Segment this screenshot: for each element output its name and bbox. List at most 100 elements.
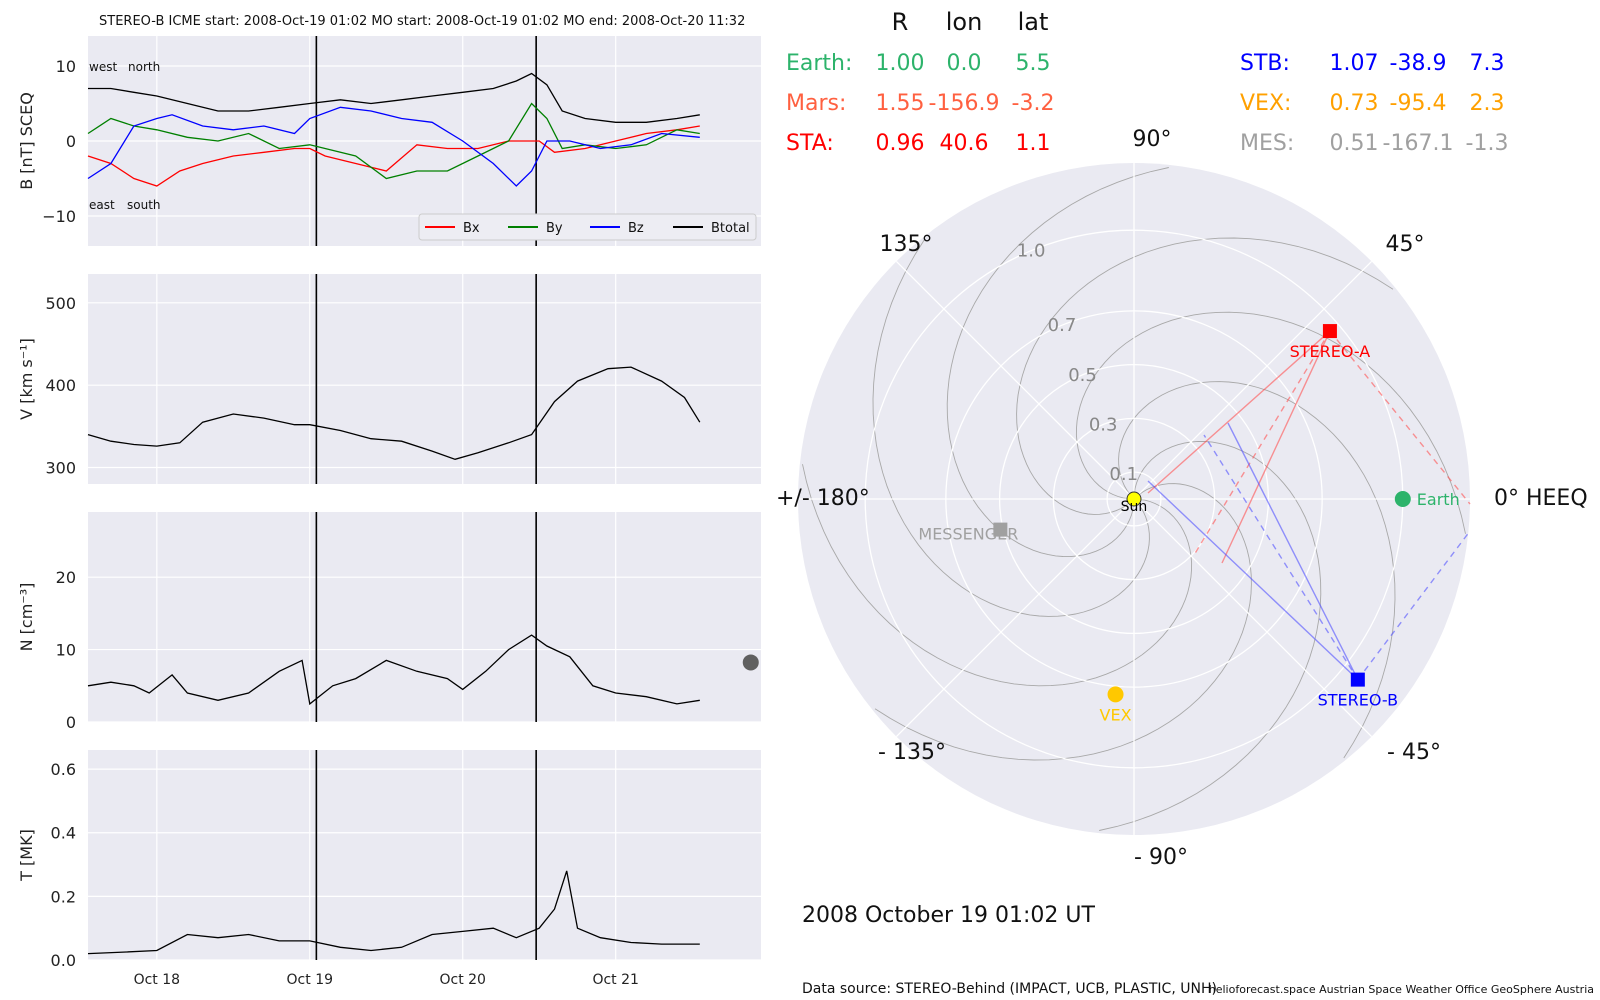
y-tick-label: 0 <box>66 132 76 151</box>
legend-box <box>418 213 757 241</box>
series-line-bz <box>87 106 700 187</box>
table-cell-name: VEX: <box>1240 91 1291 116</box>
angular-gridline <box>895 498 1135 738</box>
sun-marker <box>1126 491 1142 507</box>
earth-label: Earth <box>1417 490 1460 509</box>
stereo-b-fov-line <box>1357 530 1471 681</box>
position-table: R lon lat Earth: 1.00 0.0 5.5 Mars: 1.55 -156.… <box>786 8 1508 156</box>
stereo-b-fov-line <box>1203 434 1359 680</box>
y-tick-label: 500 <box>45 294 76 313</box>
legend-label-bz: Bz <box>628 221 644 236</box>
table-cell-name: Mars: <box>786 91 846 116</box>
mars-marker <box>742 654 759 671</box>
parker-spiral <box>1075 311 1466 534</box>
radial-tick-label: 0.5 <box>1068 365 1097 386</box>
x-tick-label: Oct 21 <box>592 972 638 988</box>
angular-gridline <box>1133 260 1373 500</box>
angle-label-135: 135° <box>880 232 933 257</box>
angle-label-180: +/- 180° <box>776 486 870 511</box>
table-cell-lon: 40.6 <box>940 131 989 156</box>
x-tick-label: Oct 19 <box>287 972 333 988</box>
parker-spiral <box>1099 440 1322 831</box>
y-tick-label: 10 <box>56 57 76 76</box>
legend-label-btotal: Btotal <box>711 221 750 236</box>
angle-label-0: 0° HEEQ <box>1494 486 1588 511</box>
parker-spiral <box>802 464 1193 687</box>
table-cell-r: 0.73 <box>1330 91 1379 116</box>
radial-tick-label: 0.7 <box>1048 315 1077 336</box>
y-axis-label: B [nT] SCEQ <box>17 92 36 190</box>
header-r: R <box>892 8 909 36</box>
table-cell-lat: 2.3 <box>1470 91 1505 116</box>
stereo-a-fov-line <box>1221 330 1331 564</box>
table-cell-lon: -156.9 <box>929 91 1000 116</box>
y-tick-label: 0.6 <box>51 760 76 779</box>
annotation-south: south <box>127 198 161 212</box>
data-source: Data source: STEREO-Behind (IMPACT, UCB,… <box>802 981 1217 997</box>
parker-spiral <box>1118 381 1396 759</box>
y-tick-label: 20 <box>56 568 76 587</box>
table-cell-lat: -1.3 <box>1466 131 1509 156</box>
stereo-b-fov-line <box>1227 422 1359 680</box>
table-cell-name: MES: <box>1240 131 1294 156</box>
header-lon: lon <box>946 8 983 36</box>
y-tick-label: 0.2 <box>51 887 76 906</box>
header-lat: lat <box>1018 8 1049 36</box>
stereo-a-label: STEREO-A <box>1290 342 1371 361</box>
series-line-density <box>87 634 700 706</box>
sun-label: Sun <box>1121 499 1148 515</box>
magnetic-field-panel: STEREO-B ICME start: 2008-Oct-19 01:02 M… <box>17 14 761 246</box>
table-cell-name: STA: <box>786 131 834 156</box>
y-tick-label: 0 <box>66 713 76 732</box>
speed-panel: 300 400 500 V [km s⁻¹] <box>17 274 761 484</box>
panel-title: STEREO-B ICME start: 2008-Oct-19 01:02 M… <box>99 14 745 29</box>
plot-area <box>88 512 761 722</box>
y-tick-label: 0.0 <box>51 951 76 970</box>
parker-spiral <box>872 239 1150 617</box>
table-cell-lon: 0.0 <box>947 51 982 76</box>
table-cell-name: Earth: <box>786 51 852 76</box>
x-tick-label: Oct 18 <box>134 972 180 988</box>
angle-label-minus45: - 45° <box>1387 740 1441 765</box>
radial-tick-label: 1.0 <box>1017 241 1046 262</box>
y-tick-label: 400 <box>45 376 76 395</box>
plot-area <box>88 274 761 484</box>
table-cell-name: STB: <box>1240 51 1290 76</box>
stereo-b-label: STEREO-B <box>1318 691 1398 710</box>
angular-gridline <box>895 260 1135 500</box>
angle-label-45: 45° <box>1386 232 1425 257</box>
parker-spiral <box>874 483 1252 761</box>
angle-label-minus90: - 90° <box>1134 845 1188 870</box>
credits: helioforecast.space Austrian Space Weath… <box>1209 983 1594 996</box>
plot-area <box>88 750 761 960</box>
parker-spiral <box>946 167 1169 558</box>
series-line-temperature <box>87 870 700 955</box>
legend-label-by: By <box>546 221 563 236</box>
series-line-btotal <box>88 72 700 123</box>
annotation-west: west <box>89 60 117 74</box>
parker-spiral <box>1016 237 1394 515</box>
table-cell-r: 0.51 <box>1330 131 1379 156</box>
table-cell-lon: -167.1 <box>1383 131 1454 156</box>
temperature-panel: 0.0 0.2 0.4 0.6 Oct 18 Oct 19 Oct 20 Oct 21 T … <box>17 750 761 988</box>
annotation-east: east <box>89 198 115 212</box>
y-axis-label: T [MK] <box>17 829 36 882</box>
stereo-b-fov-line <box>1147 480 1359 681</box>
y-tick-label: −10 <box>42 207 76 226</box>
table-cell-lat: 5.5 <box>1016 51 1051 76</box>
angle-label-minus135: - 135° <box>878 740 946 765</box>
polar-position-plot: Sun Earth STEREO-A STEREO-B VEX MESSENGER 0.1… <box>742 127 1588 870</box>
annotation-north: north <box>128 60 160 74</box>
vex-label: VEX <box>1100 705 1132 724</box>
series-line-speed <box>87 366 701 460</box>
earth-marker <box>1394 491 1411 507</box>
stereo-a-fov-line <box>1147 330 1331 494</box>
density-panel: 0 10 20 N [cm⁻³] <box>17 512 761 732</box>
table-cell-lon: -38.9 <box>1390 51 1447 76</box>
messenger-label: MESSENGER <box>918 525 1018 544</box>
radial-tick-label: 0.3 <box>1089 414 1118 435</box>
vex-marker <box>1107 686 1124 703</box>
table-cell-lat: 7.3 <box>1470 51 1505 76</box>
y-axis-label: N [cm⁻³] <box>17 583 36 652</box>
